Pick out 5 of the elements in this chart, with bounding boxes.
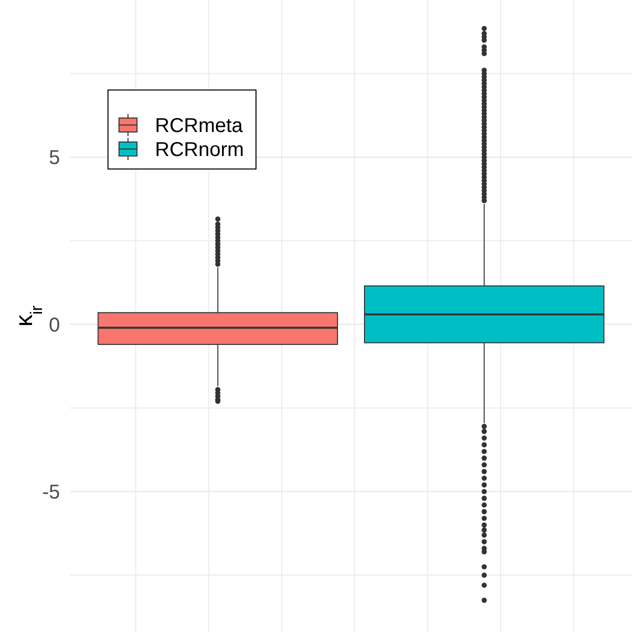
y-tick-label: -5 bbox=[42, 482, 60, 504]
legend-label: RCRnorm bbox=[155, 139, 244, 161]
y-tick-label: 5 bbox=[48, 147, 60, 170]
y-tick-label: 0 bbox=[48, 314, 60, 336]
legend-label: RCRmeta bbox=[155, 115, 244, 137]
